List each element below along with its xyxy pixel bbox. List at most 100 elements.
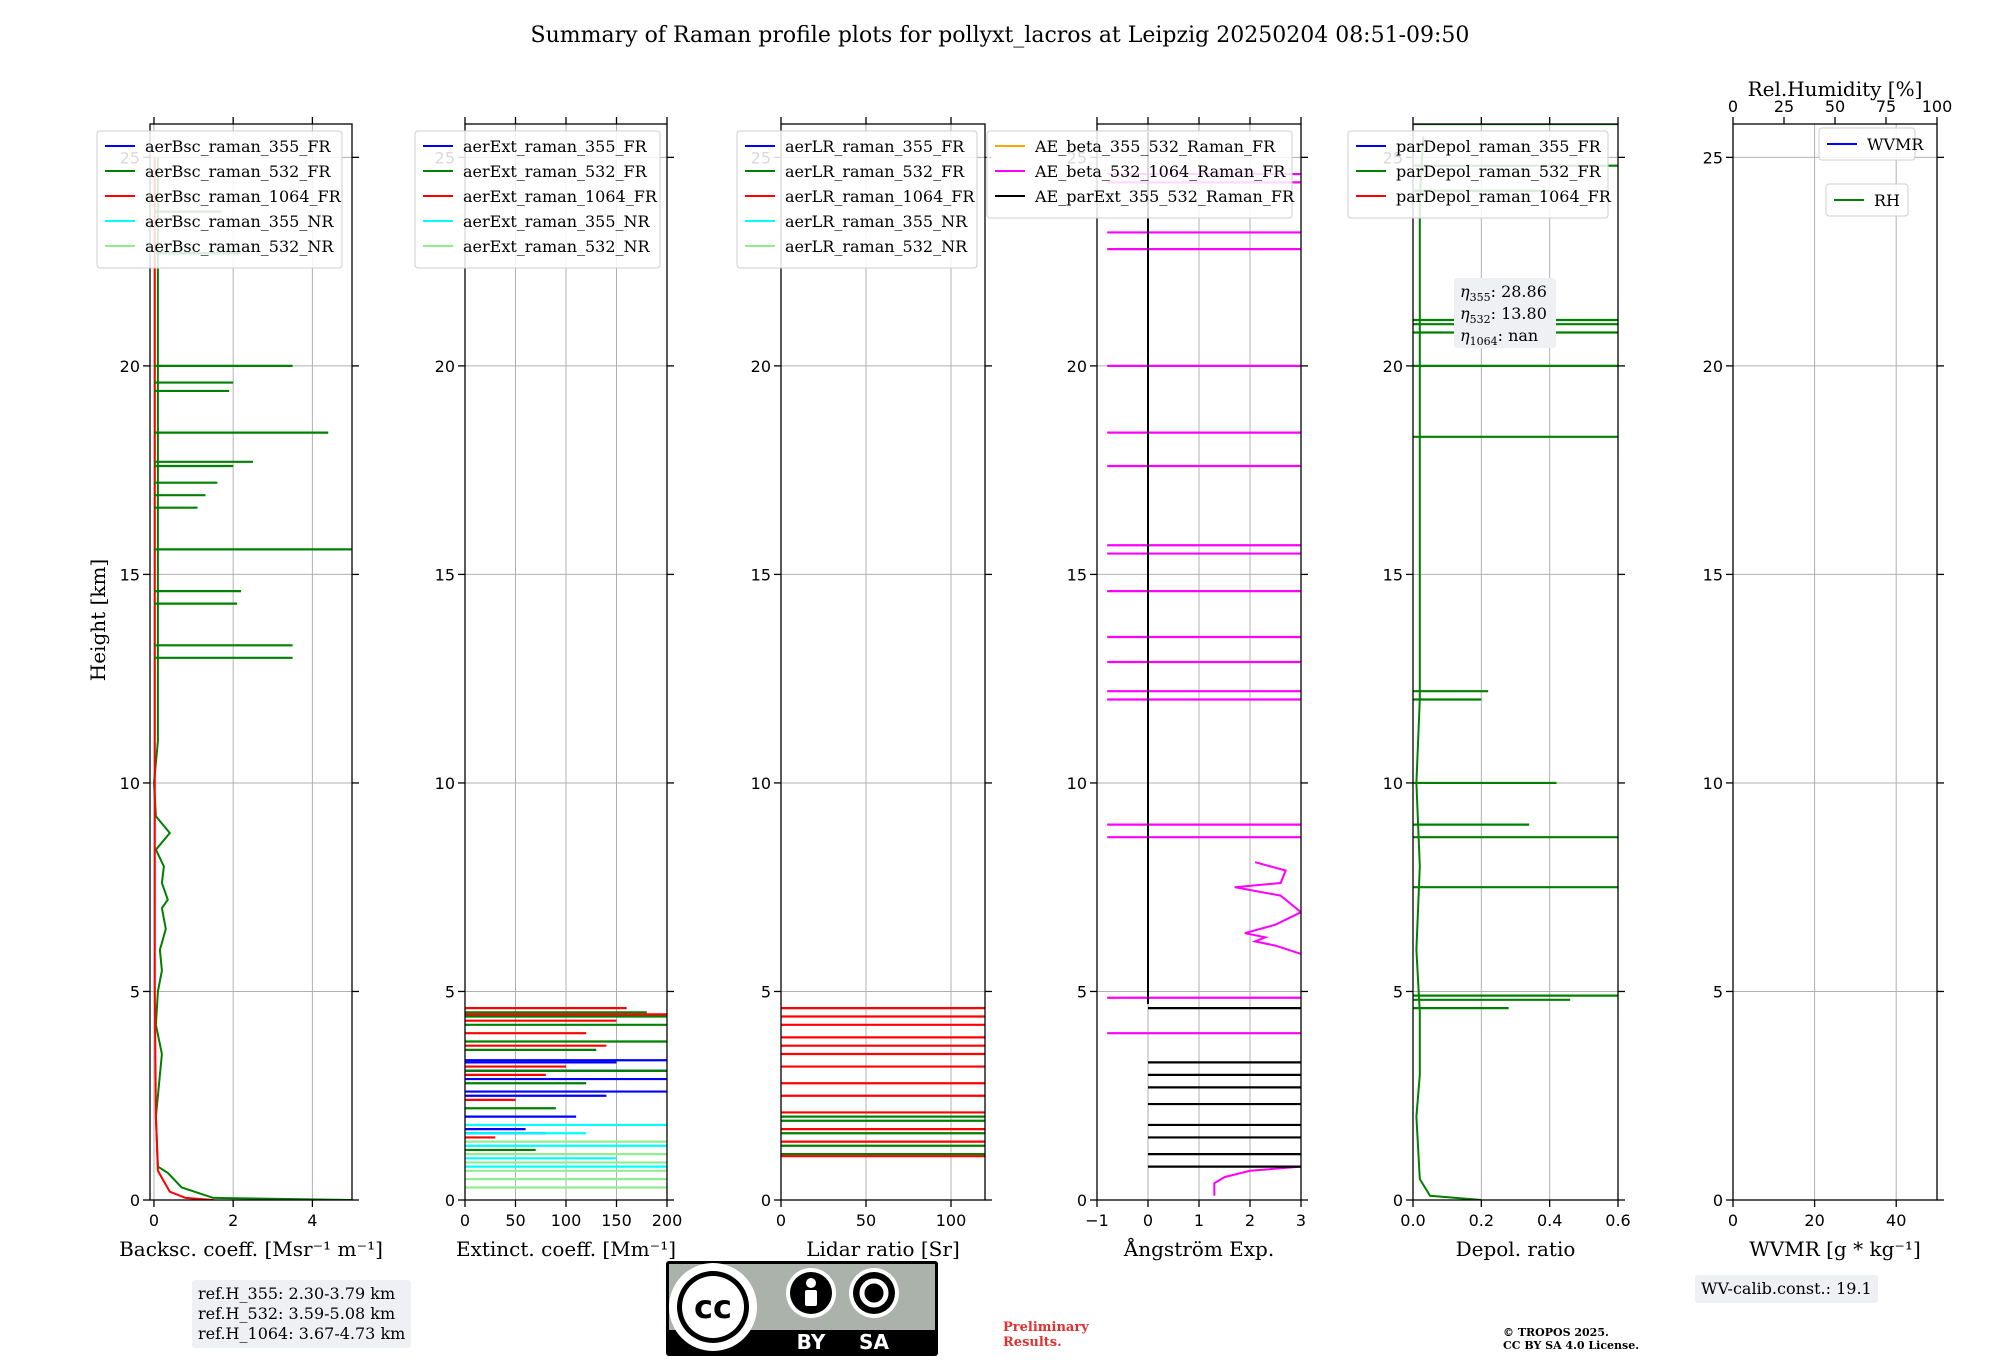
legend: AE_beta_355_532_Raman_FR AE_beta_532_1064… xyxy=(986,130,1295,219)
legend: aerExt_raman_355_FR aerExt_raman_532_FRae… xyxy=(414,130,661,269)
legend-label: parDepol_raman_355_FR xyxy=(1396,137,1602,156)
x-tick-label: 3 xyxy=(1296,1211,1306,1230)
legend-label: AE_beta_532_1064_Raman_FR xyxy=(1034,162,1286,181)
eta-annotation-line: η1064: nan xyxy=(1460,326,1538,348)
y-tick-label: 0 xyxy=(445,1191,455,1210)
series-group xyxy=(781,1007,985,1158)
by-label: BY xyxy=(797,1330,826,1354)
legend-box xyxy=(736,130,978,269)
y-tick-label: 10 xyxy=(120,774,140,793)
x-tick-label: 4 xyxy=(307,1211,317,1230)
series-group xyxy=(1107,132,1301,1196)
x-tick-label: 0 xyxy=(1143,1211,1153,1230)
legend: aerBsc_raman_355_FR aerBsc_raman_532_FRae… xyxy=(96,130,343,269)
x-tick-label: 0.6 xyxy=(1605,1211,1630,1230)
panel-bsc: 0510152025024Backsc. coeff. [Msr⁻¹ m⁻¹]a… xyxy=(96,117,383,1261)
y-tick-label: 15 xyxy=(435,565,455,584)
panels: 0510152025024Backsc. coeff. [Msr⁻¹ m⁻¹]a… xyxy=(96,77,1953,1261)
x-tick-label: 100 xyxy=(551,1211,582,1230)
legend-box xyxy=(1825,183,1909,217)
y-tick-label: 5 xyxy=(1713,982,1723,1001)
x-axis-label: Ångström Exp. xyxy=(1123,1236,1274,1261)
series-group xyxy=(465,1007,667,1189)
x-tick-label: 50 xyxy=(856,1211,876,1230)
x-tick-label: 200 xyxy=(652,1211,683,1230)
legend-box xyxy=(414,130,661,269)
top-x-tick-label: 100 xyxy=(1922,97,1953,116)
y-tick-label: 20 xyxy=(1067,357,1087,376)
y-tick-label: 15 xyxy=(1067,565,1087,584)
legend-label: aerBsc_raman_355_FR xyxy=(145,137,331,156)
y-tick-label: 10 xyxy=(435,774,455,793)
x-tick-label: 0.4 xyxy=(1537,1211,1562,1230)
preliminary-results-note: Preliminary Results. xyxy=(1003,1320,1089,1350)
y-tick-label: 10 xyxy=(1703,774,1723,793)
panel-wv: 0 5 10 15 20 25 0 20 40 WVMR [g * kg⁻¹] 0 25 50 75 100… xyxy=(1703,77,1953,1261)
legend-label: aerLR_raman_532_NR xyxy=(785,237,968,256)
legend-label: aerLR_raman_355_FR xyxy=(785,137,965,156)
legend-label: WVMR xyxy=(1867,135,1924,154)
x-tick-label: 1 xyxy=(1194,1211,1204,1230)
y-tick-label: 5 xyxy=(1077,982,1087,1001)
series-group xyxy=(1413,124,1618,1200)
top-x-tick-label: 75 xyxy=(1876,97,1896,116)
y-tick-label: 15 xyxy=(1703,565,1723,584)
legend-label: aerLR_raman_1064_FR xyxy=(785,187,975,206)
top-x-tick-label: 50 xyxy=(1825,97,1845,116)
y-tick-label: 20 xyxy=(751,357,771,376)
legend: WVMR RH xyxy=(1818,127,1924,217)
x-axis-label: Depol. ratio xyxy=(1456,1237,1576,1261)
top-x-tick-label: 0 xyxy=(1728,97,1738,116)
reference-height-box: ref.H_355: 2.30-3.79 km ref.H_532: 3.59-… xyxy=(192,1280,412,1348)
plot-frame xyxy=(1732,123,1938,1201)
legend-label: aerExt_raman_355_FR xyxy=(463,137,648,156)
top-x-tick-label: 25 xyxy=(1774,97,1794,116)
series-line-AE_beta_532_1064_Raman_FR xyxy=(1234,861,1301,955)
x-tick-label: 40 xyxy=(1886,1211,1906,1230)
plot-frame xyxy=(1412,123,1619,1201)
sa-icon-arc xyxy=(859,1278,889,1308)
legend-label: aerExt_raman_532_FR xyxy=(463,162,648,181)
y-tick-label: 0 xyxy=(1077,1191,1087,1210)
y-tick-label: 10 xyxy=(1067,774,1087,793)
x-axis-label: Extinct. coeff. [Mm⁻¹] xyxy=(456,1237,676,1261)
legend-label: aerLR_raman_532_FR xyxy=(785,162,965,181)
legend-label: AE_beta_355_532_Raman_FR xyxy=(1034,137,1276,156)
cc-icon-inner xyxy=(682,1276,744,1338)
x-tick-label: 20 xyxy=(1804,1211,1824,1230)
x-axis-label: Lidar ratio [Sr] xyxy=(806,1237,960,1261)
by-icon-head xyxy=(806,1278,816,1288)
y-tick-label: 20 xyxy=(120,357,140,376)
x-tick-label: 0.0 xyxy=(1400,1211,1425,1230)
y-tick-label: 20 xyxy=(435,357,455,376)
x-tick-label: 0 xyxy=(1728,1211,1738,1230)
y-tick-label: 15 xyxy=(751,565,771,584)
y-tick-label: 25 xyxy=(1703,148,1723,167)
legend-label: aerBsc_raman_355_NR xyxy=(145,212,334,231)
panel-lr: 0510152025050100Lidar ratio [Sr]aerLR_ra… xyxy=(736,117,992,1261)
x-tick-label: 2 xyxy=(228,1211,238,1230)
by-icon-body xyxy=(805,1290,817,1306)
x-axis-label: Backsc. coeff. [Msr⁻¹ m⁻¹] xyxy=(119,1237,383,1261)
legend: parDepol_raman_355_FR parDepol_raman_532_… xyxy=(1347,130,1612,219)
x-tick-label: 0.2 xyxy=(1469,1211,1494,1230)
legend-box xyxy=(96,130,343,269)
y-tick-label: 20 xyxy=(1703,357,1723,376)
y-axis-label: Height [km] xyxy=(86,559,110,681)
cc-label: cc xyxy=(694,1288,732,1326)
y-tick-label: 5 xyxy=(761,982,771,1001)
series-group xyxy=(152,157,352,1200)
x-tick-label: 50 xyxy=(505,1211,525,1230)
y-tick-label: 10 xyxy=(751,774,771,793)
y-tick-label: 0 xyxy=(1713,1191,1723,1210)
legend-box xyxy=(1347,130,1609,219)
top-axis-label: Rel.Humidity [%] xyxy=(1748,77,1923,101)
x-tick-label: 2 xyxy=(1245,1211,1255,1230)
sa-icon xyxy=(853,1272,895,1314)
eta-annotation-line: η355: 28.86 xyxy=(1460,282,1547,304)
y-tick-label: 15 xyxy=(1383,565,1403,584)
legend-label: aerBsc_raman_532_NR xyxy=(145,237,334,256)
